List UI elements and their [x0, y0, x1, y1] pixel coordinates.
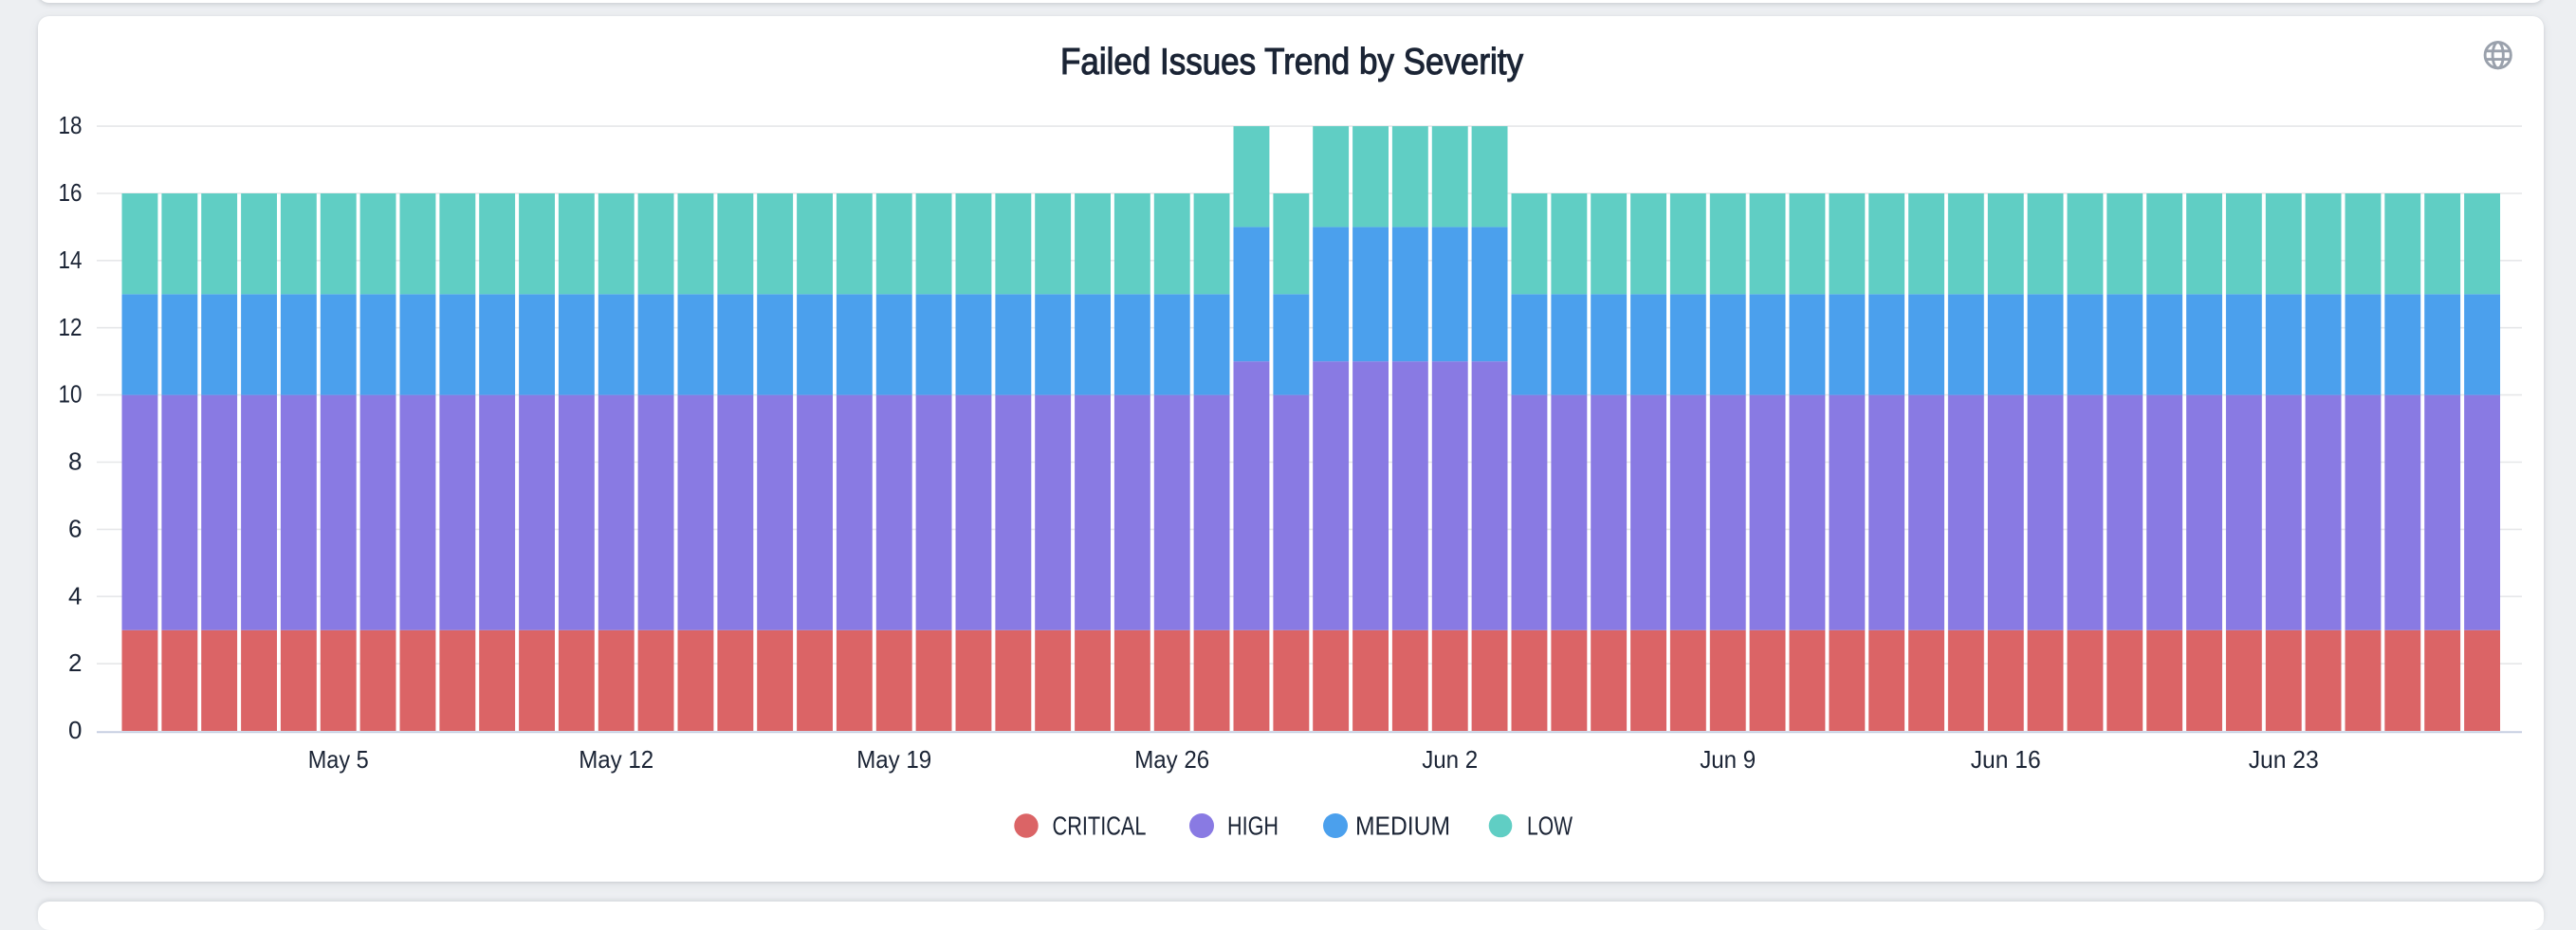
- svg-text:CRITICAL: CRITICAL: [1053, 811, 1147, 841]
- svg-text:May 26: May 26: [1134, 745, 1209, 774]
- svg-text:HIGH: HIGH: [1227, 811, 1279, 841]
- svg-text:18: 18: [59, 111, 83, 139]
- svg-text:May 12: May 12: [579, 745, 653, 774]
- svg-text:Jun 16: Jun 16: [1971, 745, 2041, 774]
- svg-text:May 5: May 5: [308, 745, 369, 774]
- svg-text:0: 0: [68, 716, 82, 744]
- svg-text:12: 12: [59, 313, 83, 341]
- svg-text:4: 4: [68, 581, 82, 610]
- svg-text:MEDIUM: MEDIUM: [1355, 811, 1450, 841]
- svg-text:14: 14: [59, 246, 83, 274]
- svg-text:8: 8: [68, 447, 82, 476]
- svg-text:10: 10: [59, 380, 83, 409]
- svg-text:6: 6: [68, 515, 82, 543]
- svg-text:16: 16: [59, 178, 83, 207]
- svg-text:Jun 9: Jun 9: [1700, 745, 1756, 774]
- svg-text:2: 2: [68, 648, 82, 677]
- svg-text:LOW: LOW: [1527, 811, 1573, 841]
- svg-text:Failed Issues Trend by Severit: Failed Issues Trend by Severity: [1060, 42, 1523, 82]
- svg-text:Jun 2: Jun 2: [1422, 745, 1478, 774]
- svg-text:Jun 23: Jun 23: [2249, 745, 2319, 774]
- svg-text:May 19: May 19: [856, 745, 931, 774]
